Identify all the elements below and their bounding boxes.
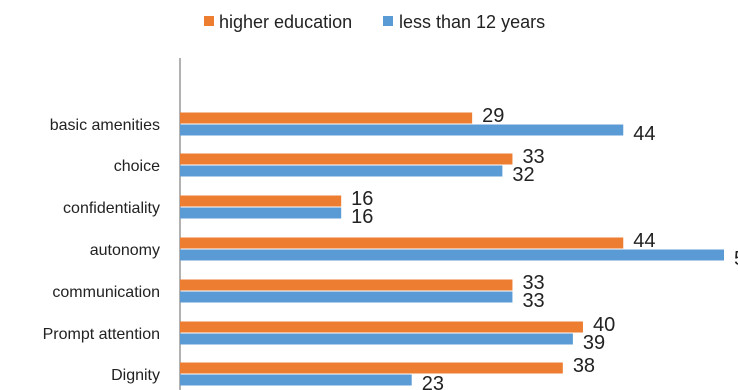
category-label: autonomy xyxy=(90,242,160,259)
bar-higher-education xyxy=(180,321,583,333)
data-label-higher-education: 33 xyxy=(522,146,544,168)
data-label-higher-education: 33 xyxy=(522,272,544,294)
bar-higher-education xyxy=(180,153,513,165)
bar-higher-education xyxy=(180,195,342,207)
data-label-less-than-12-years: 44 xyxy=(633,123,655,145)
data-label-higher-education: 38 xyxy=(573,355,595,377)
bar-higher-education xyxy=(180,279,513,291)
legend-label-less-than-12-years: less than 12 years xyxy=(399,12,545,32)
bar-less-than-12-years xyxy=(180,333,573,345)
data-label-higher-education: 16 xyxy=(351,188,373,210)
bars xyxy=(180,112,724,386)
bar-higher-education xyxy=(180,112,473,124)
data-label-higher-education: 29 xyxy=(482,105,504,127)
data-label-less-than-12-years: 16 xyxy=(351,206,373,228)
category-label: Dignity xyxy=(111,367,160,384)
category-label: communication xyxy=(52,284,160,301)
data-label-higher-education: 44 xyxy=(633,230,655,252)
data-labels: 2944333216164454333340393823 xyxy=(351,105,738,390)
legend-label-higher-education: higher education xyxy=(219,12,352,32)
bar-higher-education xyxy=(180,362,563,374)
category-label: basic amenities xyxy=(50,117,160,134)
data-label-less-than-12-years: 54 xyxy=(734,248,738,270)
legend-marker-higher-education xyxy=(204,16,214,26)
bar-higher-education xyxy=(180,237,624,249)
bar-less-than-12-years xyxy=(180,291,513,303)
bar-less-than-12-years xyxy=(180,207,342,219)
data-label-less-than-12-years: 33 xyxy=(522,290,544,312)
data-label-less-than-12-years: 39 xyxy=(583,332,605,354)
bar-less-than-12-years xyxy=(180,249,724,261)
legend: higher education less than 12 years xyxy=(204,12,545,32)
data-label-higher-education: 40 xyxy=(593,314,615,336)
category-label: choice xyxy=(114,158,160,175)
data-label-less-than-12-years: 32 xyxy=(512,164,534,186)
category-labels: basic amenities choice confidentiality auto… xyxy=(43,117,161,384)
bar-less-than-12-years xyxy=(180,374,412,386)
legend-marker-less-than-12-years xyxy=(383,16,393,26)
bar-less-than-12-years xyxy=(180,165,503,177)
category-label: confidentiality xyxy=(63,200,160,217)
data-label-less-than-12-years: 23 xyxy=(422,373,444,390)
category-label: Prompt attention xyxy=(43,326,160,343)
bar-less-than-12-years xyxy=(180,124,624,136)
